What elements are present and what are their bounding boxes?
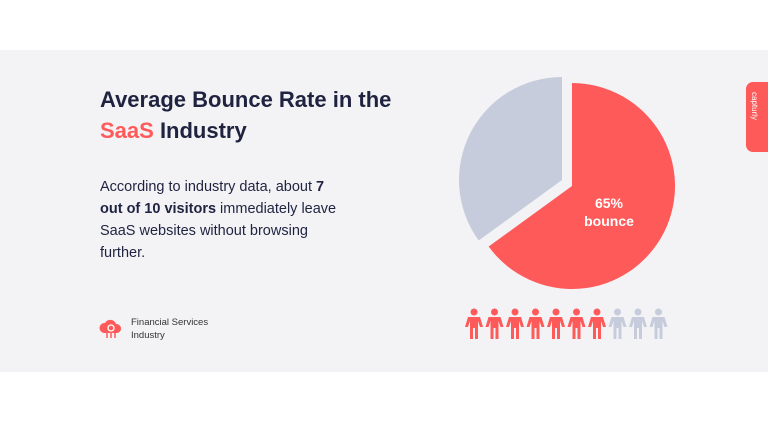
side-tab-label: capturly: [750, 92, 759, 121]
person-icon: [465, 308, 483, 339]
title-rest: Industry: [153, 118, 247, 143]
description: According to industry data, about 7 out …: [100, 176, 340, 264]
title-line1: Average Bounce Rate in the: [100, 87, 392, 112]
person-icon: [629, 308, 647, 339]
person-icon: [588, 308, 606, 339]
desc-post: immediately leave SaaS websites without …: [100, 201, 337, 261]
pie-slice: [459, 77, 562, 241]
title-highlight: SaaS: [100, 118, 154, 143]
person-icon: [506, 308, 524, 339]
person-icon: [526, 308, 545, 339]
slice-label: 65%: [595, 195, 624, 211]
cloud-gear-icon: [99, 319, 122, 338]
capturly-side-tab[interactable]: capturly: [746, 82, 768, 152]
pie-slice: [488, 83, 676, 289]
person-icon: [649, 308, 668, 339]
person-icon: [485, 308, 504, 339]
person-icon: [547, 308, 565, 339]
person-icon: [608, 308, 627, 339]
desc-bold: 7 out of 10 visitors: [100, 179, 325, 217]
page-title: Average Bounce Rate in the SaaS Industry: [100, 84, 440, 146]
footer-label: Financial Services Industry: [131, 317, 209, 341]
person-icon: [567, 308, 586, 339]
slice-label: bounce: [584, 213, 634, 229]
industry-footer: Financial Services Industry: [99, 316, 221, 342]
desc-pre: According to industry data, about: [100, 179, 317, 195]
